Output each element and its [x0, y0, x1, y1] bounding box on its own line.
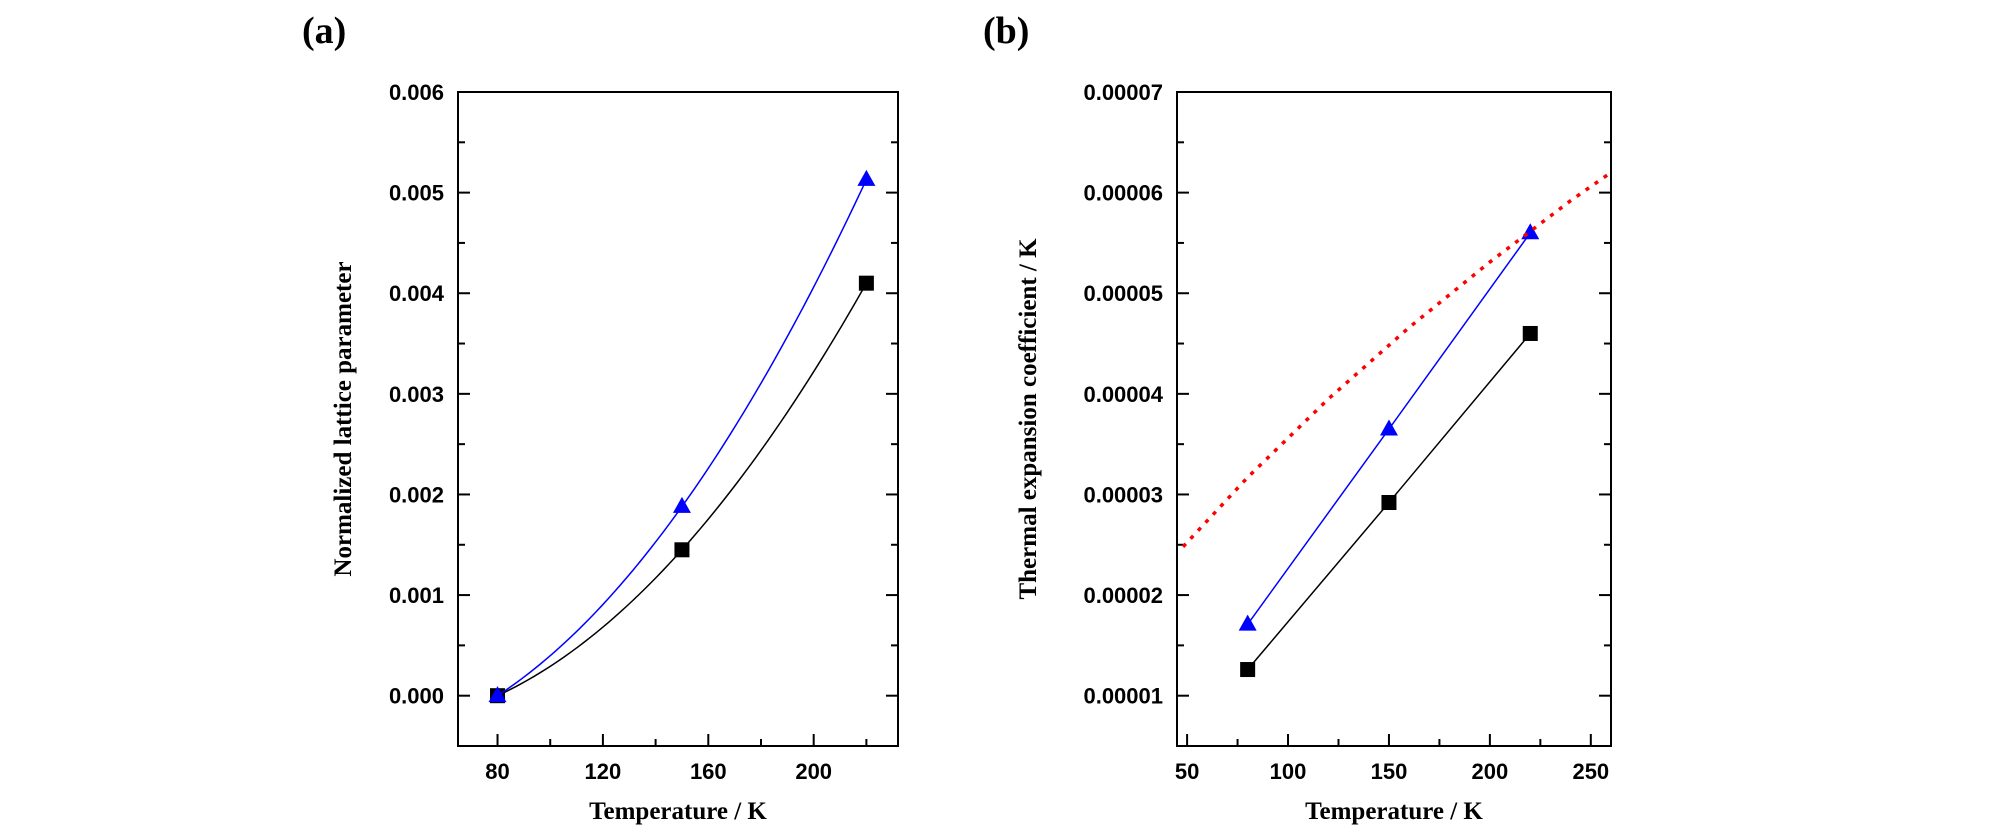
panel-b-plot-frame: [1176, 91, 1612, 747]
panel-a-plot-frame: [457, 91, 899, 747]
panel-a-triangle-marker: [857, 169, 876, 186]
panel-b-x-tick-label: 200: [1472, 759, 1509, 784]
panel-b-x-tick-label: 50: [1175, 759, 1199, 784]
panel-b-square-marker: [1240, 662, 1256, 678]
panel-b-y-tick-label: 0.00004: [1083, 382, 1163, 407]
panel-a-y-tick-label: 0.002: [389, 482, 444, 507]
panel-b-y-tick-label: 0.00001: [1083, 684, 1163, 709]
panel-a-series-line: [497, 179, 868, 697]
panel-b-square-marker: [1522, 325, 1538, 341]
panel-a-x-ticks: 80 120 160 200: [485, 734, 868, 784]
panel-b-triangle-marker: [1238, 614, 1257, 631]
panel-a-square-marker: [858, 275, 874, 291]
panel-b-triangle-marker: [1379, 419, 1398, 436]
panel-b-y-tick-label: 0.00003: [1083, 482, 1163, 507]
panel-b-y-ticks: 0.00001 0.00002 0.00003 0.00004 0.00005 0.000…: [1083, 80, 1611, 709]
panel-b-label: (b): [983, 10, 1029, 52]
panel-a-x-tick-label: 80: [485, 759, 509, 784]
panel-a-y-tick-label: 0.005: [389, 181, 444, 206]
panel-a-triangle-marker: [488, 686, 507, 703]
panel-a-square-marker: [674, 542, 690, 558]
panel-b-x-axis-title: Temperature / K: [1305, 798, 1483, 825]
panel-a-y-tick-label: 0.004: [389, 281, 445, 306]
panel-b: (b) 50 100 150 200 250 0.00001 0.00002 0.00003…: [983, 10, 1612, 825]
panel-a-series: [488, 169, 876, 704]
panel-b-y-tick-label: 0.00007: [1083, 80, 1163, 105]
panel-b-y-tick-label: 0.00005: [1083, 281, 1163, 306]
panel-b-y-tick-label: 0.00002: [1083, 583, 1163, 608]
panel-a-x-tick-label: 200: [795, 759, 832, 784]
panel-a-x-tick-label: 160: [690, 759, 727, 784]
panel-a-x-tick-label: 120: [585, 759, 622, 784]
panel-a: (a) 80 120 160 200 0.0000.0010.0020.0030.00…: [302, 10, 899, 825]
panel-b-y-tick-label: 0.00006: [1083, 181, 1163, 206]
panel-a-y-tick-label: 0.001: [389, 583, 444, 608]
panel-b-series: [1181, 171, 1611, 678]
panel-a-y-tick-label: 0.000: [389, 684, 444, 709]
panel-a-y-tick-label: 0.003: [389, 382, 444, 407]
panel-a-label: (a): [302, 10, 346, 52]
panel-a-y-tick-label: 0.006: [389, 80, 444, 105]
panel-b-series-line: [1181, 171, 1611, 548]
panel-b-triangle-marker: [1521, 223, 1540, 240]
panel-a-y-axis-title: Normalized lattice parameter: [330, 261, 357, 576]
panel-a-x-axis-title: Temperature / K: [589, 798, 767, 825]
panel-b-x-ticks: 50 100 150 200 250: [1175, 734, 1609, 784]
panel-a-series-line: [497, 282, 868, 697]
panel-b-x-tick-label: 250: [1572, 759, 1609, 784]
panel-b-square-marker: [1381, 495, 1397, 511]
panel-a-triangle-marker: [672, 496, 691, 513]
panel-b-x-tick-label: 100: [1270, 759, 1307, 784]
panel-b-x-tick-label: 150: [1371, 759, 1408, 784]
panel-a-y-ticks: 0.000 0.001 0.002 0.003 0.004 0.005 0.006: [389, 80, 898, 709]
panel-b-y-axis-title: Thermal expansion coefficient / K: [1015, 238, 1042, 600]
